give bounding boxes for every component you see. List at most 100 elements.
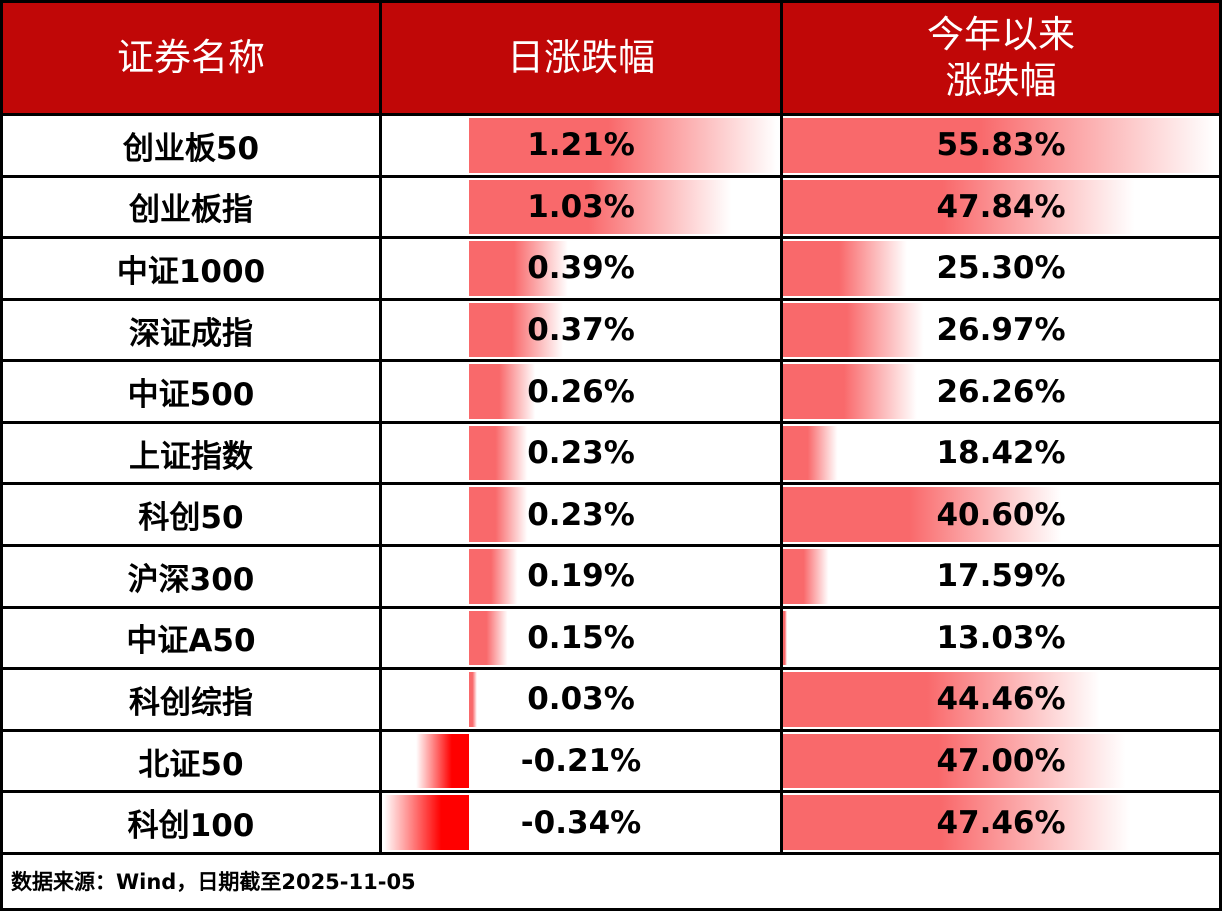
daily-change-cell: 0.15%	[382, 608, 780, 668]
table-row: 科创100 -0.34% 47.46%	[3, 793, 1219, 855]
ytd-change-databar	[783, 487, 1064, 543]
daily-change-value: -0.34%	[520, 804, 642, 841]
table-row: 科创综指 0.03% 44.46%	[3, 670, 1219, 732]
security-name: 中证500	[127, 377, 255, 414]
daily-change-value: 1.21%	[527, 127, 635, 164]
ytd-change-value: 18.42%	[936, 435, 1066, 472]
daily-change-databar	[469, 364, 537, 419]
security-name: 深证成指	[129, 315, 253, 352]
ytd-change-cell: 17.59%	[783, 547, 1219, 606]
daily-change-cell: -0.34%	[382, 793, 780, 852]
header-daily-change-label: 日涨跌幅	[507, 35, 655, 79]
table-row: 中证1000 0.39% 25.30%	[3, 239, 1219, 301]
table-row: 北证50 -0.21% 47.00%	[3, 731, 1219, 794]
table-header-row: 证券名称 日涨跌幅 今年以来 涨跌幅	[3, 3, 1219, 116]
table-row: 科创50 0.23% 40.60%	[3, 485, 1219, 548]
security-name: 创业板50	[122, 130, 260, 167]
ytd-change-cell: 44.46%	[783, 670, 1219, 729]
ytd-change-value: 47.00%	[936, 743, 1066, 780]
ytd-change-cell: 18.42%	[783, 423, 1219, 483]
security-name: 科创50	[138, 500, 244, 537]
ytd-change-value: 47.84%	[936, 188, 1066, 225]
table-row: 深证成指 0.37% 26.97%	[3, 300, 1219, 363]
daily-change-value: 0.19%	[527, 558, 635, 595]
daily-change-cell: 1.21%	[382, 116, 780, 175]
daily-change-cell: 0.26%	[382, 362, 780, 421]
ytd-change-value: 13.03%	[936, 619, 1066, 656]
security-name-cell: 深证成指	[3, 300, 379, 360]
ytd-change-databar	[783, 179, 1138, 235]
table-row: 中证500 0.26% 26.26%	[3, 362, 1219, 424]
daily-change-value: 0.03%	[527, 681, 635, 718]
security-name: 科创综指	[129, 684, 253, 721]
ytd-change-value: 17.59%	[936, 558, 1066, 595]
security-name: 科创100	[127, 808, 255, 845]
security-name-cell: 创业板指	[3, 177, 379, 237]
ytd-change-cell: 40.60%	[783, 485, 1219, 545]
table-row: 创业板50 1.21% 55.83%	[3, 116, 1219, 178]
ytd-change-value: 26.97%	[936, 312, 1066, 349]
daily-change-databar	[469, 549, 519, 604]
security-name-cell: 科创50	[3, 485, 379, 545]
daily-change-cell: 0.37%	[382, 300, 780, 360]
daily-change-databar	[469, 672, 477, 727]
ytd-change-databar	[783, 610, 787, 666]
daily-change-cell: 0.23%	[382, 423, 780, 483]
table-footer: 数据来源：Wind，日期截至2025-11-05	[3, 854, 1219, 908]
security-name-cell: 中证500	[3, 362, 379, 421]
security-name-cell: 中证A50	[3, 608, 379, 668]
header-daily-change: 日涨跌幅	[382, 3, 780, 113]
daily-change-cell: 0.23%	[382, 485, 780, 545]
ytd-change-cell: 47.00%	[783, 731, 1219, 791]
security-name: 上证指数	[129, 438, 253, 475]
ytd-change-databar	[783, 302, 925, 358]
ytd-change-databar	[783, 425, 838, 481]
table-row: 上证指数 0.23% 18.42%	[3, 423, 1219, 486]
security-name-cell: 沪深300	[3, 547, 379, 606]
security-name-cell: 上证指数	[3, 423, 379, 483]
table-row: 中证A50 0.15% 13.03%	[3, 608, 1219, 671]
header-ytd-change-label: 今年以来 涨跌幅	[927, 12, 1075, 102]
daily-change-databar	[469, 610, 508, 666]
table-row: 创业板指 1.03% 47.84%	[3, 177, 1219, 240]
daily-change-cell: 0.03%	[382, 670, 780, 729]
security-name-cell: 创业板50	[3, 116, 379, 175]
daily-change-value: 0.26%	[527, 373, 635, 410]
security-name-cell: 中证1000	[3, 239, 379, 298]
ytd-change-cell: 25.30%	[783, 239, 1219, 298]
ytd-change-databar	[783, 795, 1134, 850]
daily-change-databar	[469, 487, 529, 543]
ytd-change-databar	[783, 549, 830, 604]
header-security-name-label: 证券名称	[117, 35, 265, 79]
ytd-change-databar	[783, 733, 1130, 789]
ytd-change-cell: 13.03%	[783, 608, 1219, 668]
daily-change-cell: 1.03%	[382, 177, 780, 237]
daily-change-databar	[469, 179, 734, 235]
ytd-change-cell: 47.84%	[783, 177, 1219, 237]
daily-change-databar	[469, 425, 529, 481]
table-row: 沪深300 0.19% 17.59%	[3, 547, 1219, 609]
ytd-change-databar	[783, 241, 908, 296]
security-name: 创业板指	[129, 192, 253, 229]
daily-change-databar	[469, 118, 780, 173]
daily-change-value: -0.21%	[520, 743, 642, 780]
daily-change-cell: 0.19%	[382, 547, 780, 606]
ytd-change-cell: 47.46%	[783, 793, 1219, 852]
daily-change-cell: -0.21%	[382, 731, 780, 791]
security-name-cell: 科创综指	[3, 670, 379, 729]
daily-change-databar	[469, 241, 570, 296]
security-name: 中证1000	[116, 253, 266, 290]
ytd-change-databar	[783, 118, 1219, 173]
ytd-change-databar	[783, 364, 918, 419]
ytd-change-value: 55.83%	[936, 127, 1066, 164]
ytd-change-value: 44.46%	[936, 681, 1066, 718]
ytd-change-databar	[783, 672, 1104, 727]
security-name: 沪深300	[127, 561, 255, 598]
ytd-change-cell: 55.83%	[783, 116, 1219, 175]
header-security-name: 证券名称	[3, 3, 379, 113]
security-name: 北证50	[138, 746, 244, 783]
daily-change-value: 0.39%	[527, 250, 635, 287]
daily-change-cell: 0.39%	[382, 239, 780, 298]
ytd-change-value: 40.60%	[936, 496, 1066, 533]
daily-change-databar	[469, 302, 565, 358]
